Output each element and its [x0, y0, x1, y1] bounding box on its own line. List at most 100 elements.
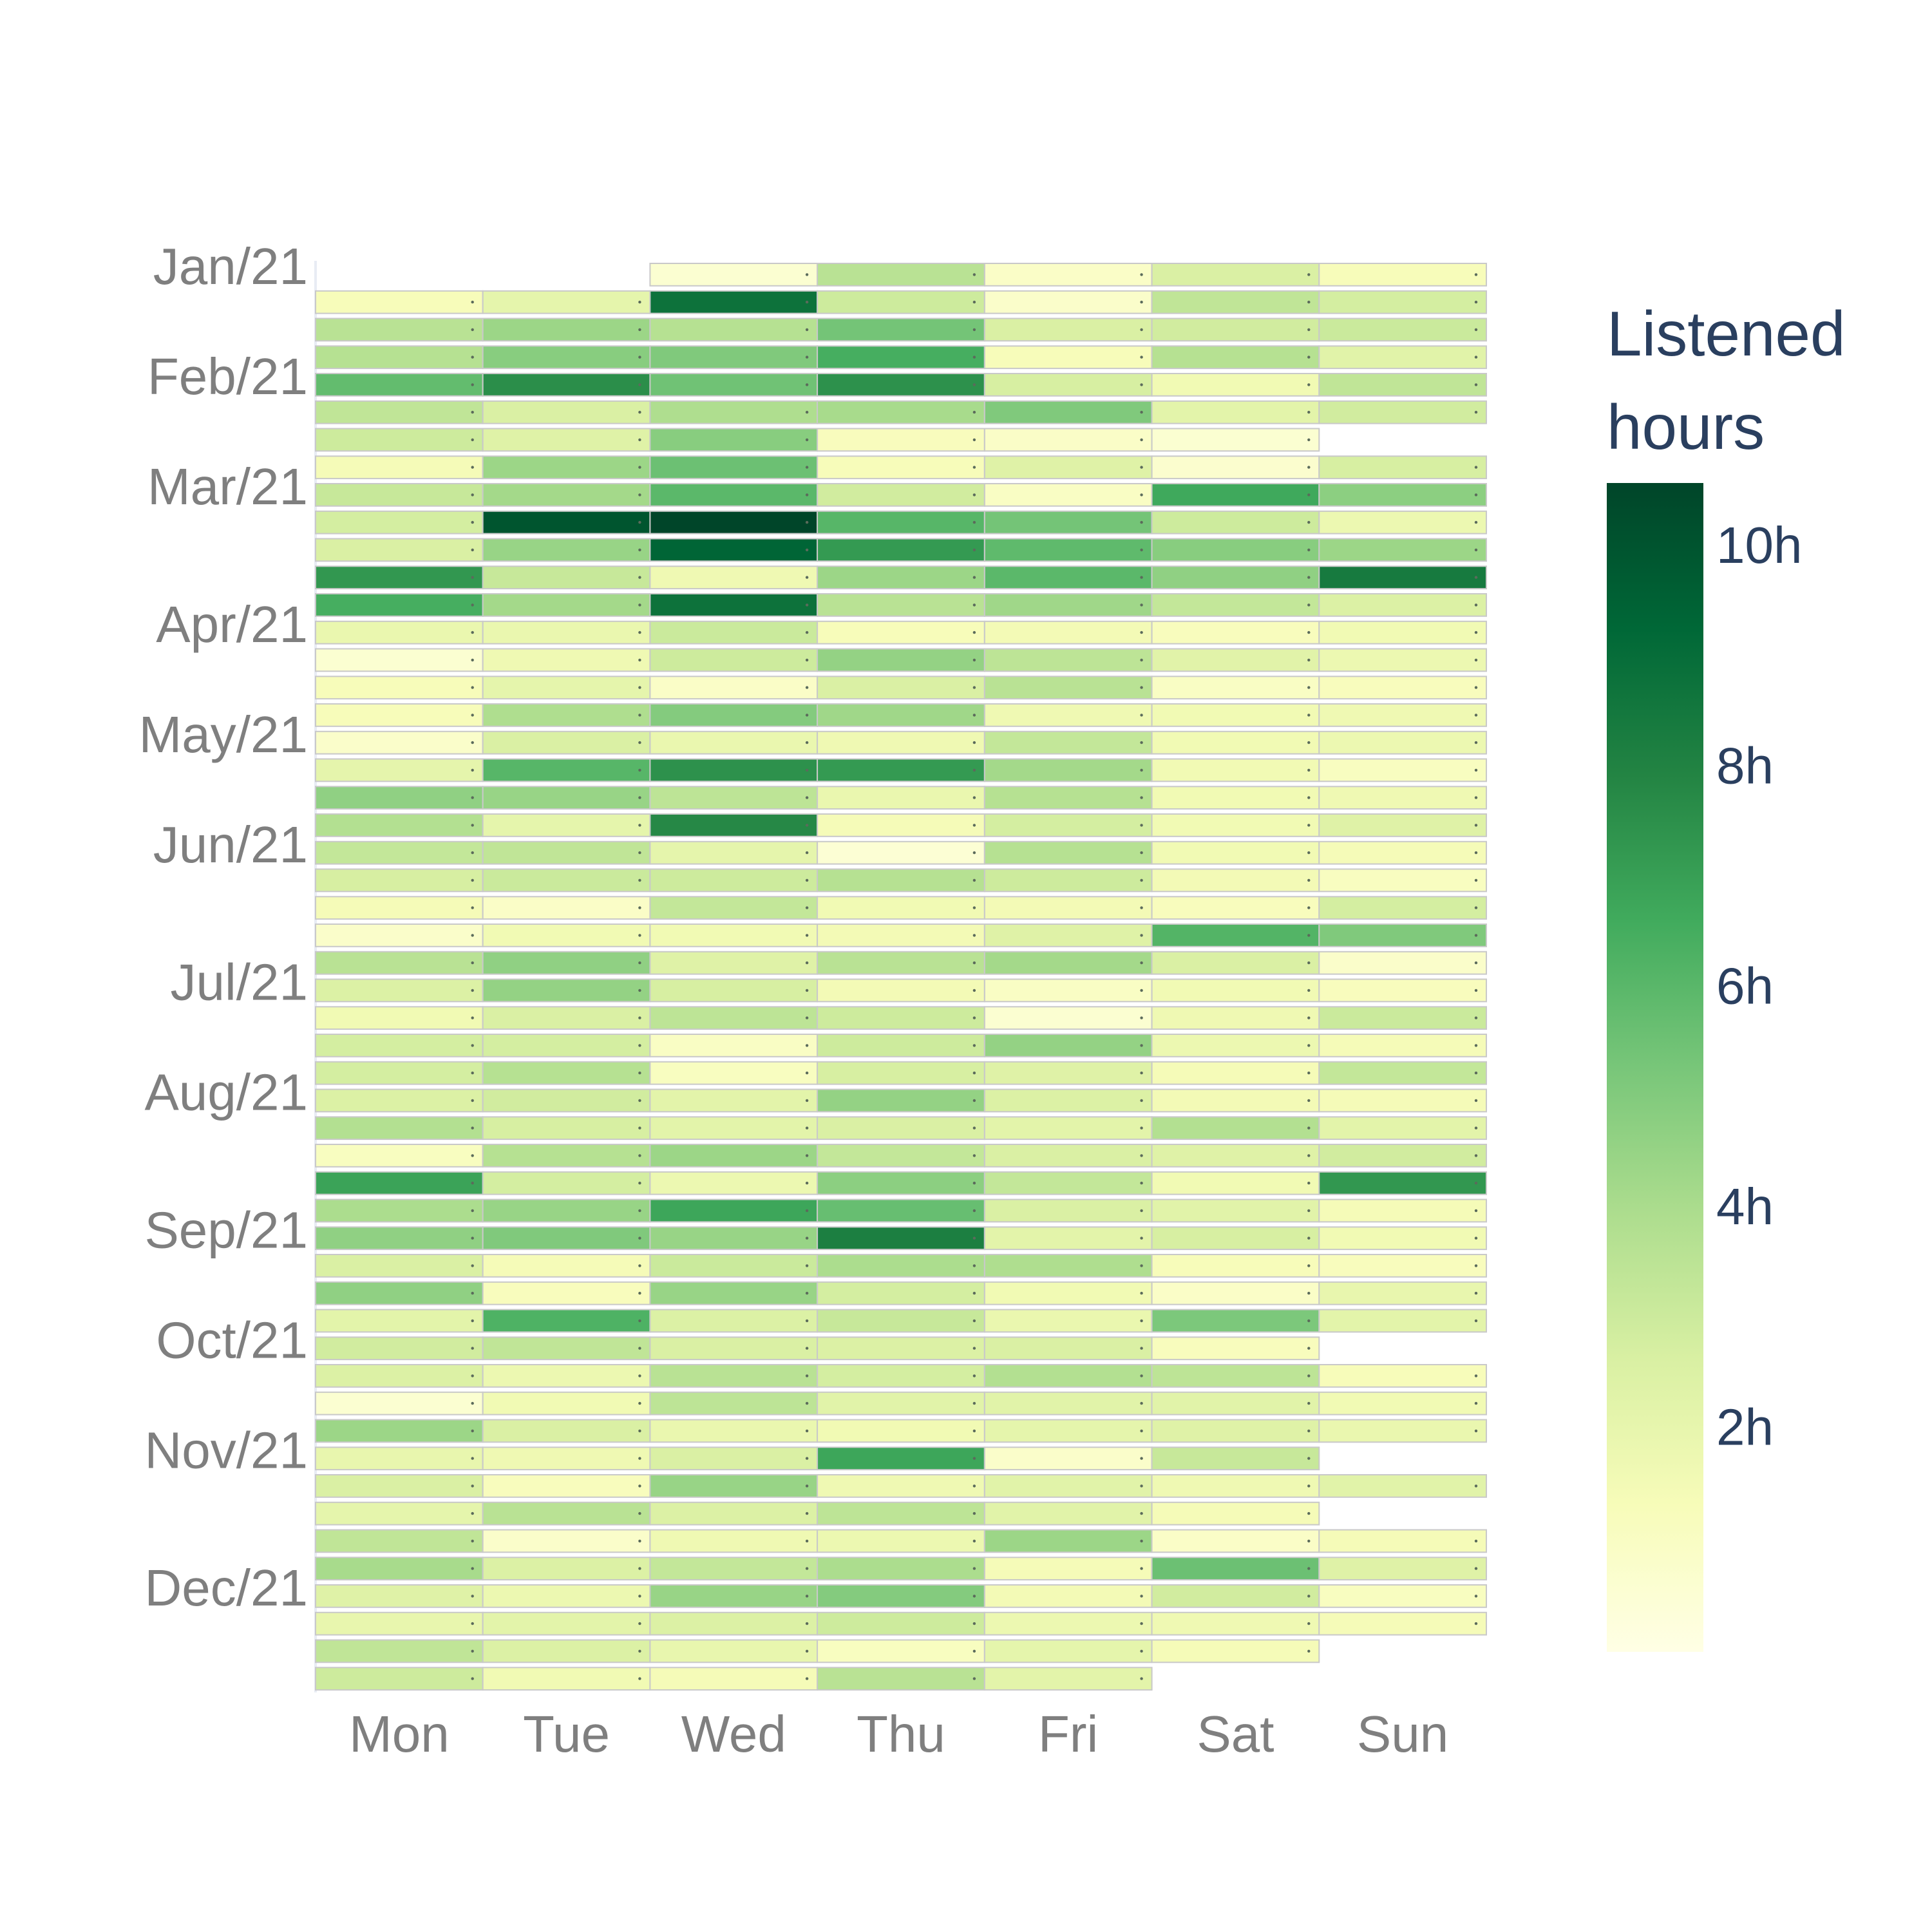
cell-marker	[1140, 1429, 1143, 1433]
heatmap-cell	[649, 317, 819, 342]
heatmap-cell	[482, 317, 651, 342]
cell-marker	[1474, 300, 1478, 304]
heatmap-cell	[315, 1611, 484, 1636]
cell-marker	[1140, 1209, 1143, 1213]
heatmap-cell	[1151, 813, 1320, 837]
cell-marker	[805, 1016, 809, 1019]
cell-marker	[1140, 520, 1143, 524]
cell-marker	[1474, 1236, 1478, 1240]
heatmap-cell	[315, 896, 484, 920]
cell-marker	[1474, 1374, 1478, 1378]
colorbar-tick-label: 4h	[1716, 1178, 1774, 1235]
heatmap-cell	[983, 428, 1153, 452]
y-tick-label: Apr/21	[156, 596, 308, 653]
cell-marker	[471, 1236, 474, 1240]
heatmap-cell	[1318, 896, 1488, 920]
heatmap-cell	[817, 840, 985, 865]
heatmap-cell	[1151, 1584, 1320, 1608]
cell-marker	[638, 714, 641, 717]
x-tick-label: Sat	[1197, 1705, 1274, 1763]
cell-marker	[1140, 355, 1143, 359]
cell-marker	[1307, 603, 1311, 607]
cell-marker	[972, 1319, 976, 1323]
heatmap-cell	[315, 1474, 484, 1498]
cell-marker	[471, 1511, 474, 1515]
cell-marker	[1474, 1016, 1478, 1019]
cell-marker	[1140, 1016, 1143, 1019]
cell-marker	[1140, 300, 1143, 304]
heatmap-cell	[817, 1611, 985, 1636]
cell-marker	[805, 961, 809, 965]
cell-marker	[805, 273, 809, 276]
heatmap-cell	[983, 1006, 1153, 1030]
cell-marker	[1307, 1567, 1311, 1570]
y-tick-label: Jun/21	[153, 816, 308, 873]
heatmap-cell	[983, 868, 1153, 893]
cell-marker	[805, 1374, 809, 1378]
cell-marker	[1474, 878, 1478, 882]
heatmap-cell	[315, 840, 484, 865]
heatmap-cell	[983, 951, 1153, 975]
y-tick-label: Nov/21	[145, 1421, 308, 1479]
x-tick-label: Mon	[349, 1705, 450, 1763]
cell-marker	[1307, 1154, 1311, 1157]
heatmap-cell	[315, 758, 484, 782]
heatmap-cell	[482, 510, 651, 535]
heatmap-cells	[315, 263, 1488, 1691]
cell-marker	[638, 1347, 641, 1350]
y-tick-label: Sep/21	[144, 1201, 308, 1258]
cell-marker	[471, 630, 474, 634]
heatmap-cell	[983, 455, 1153, 480]
heatmap-cell	[983, 1391, 1153, 1416]
cell-marker	[972, 686, 976, 689]
heatmap-cell	[315, 1226, 484, 1251]
cell-marker	[1140, 1567, 1143, 1570]
cell-marker	[972, 1154, 976, 1157]
heatmap-cell	[817, 1061, 985, 1085]
cell-marker	[638, 1319, 641, 1323]
heatmap-cell	[649, 428, 819, 452]
heatmap-cell	[482, 896, 651, 920]
heatmap-cell	[482, 1584, 651, 1608]
cell-marker	[805, 1429, 809, 1433]
cell-marker	[471, 1347, 474, 1350]
heatmap-cell	[1151, 1034, 1320, 1057]
heatmap-cell	[482, 1171, 651, 1195]
heatmap-cell	[649, 1171, 819, 1195]
heatmap-cell	[983, 345, 1153, 370]
cell-marker	[638, 1622, 641, 1625]
heatmap-cell	[983, 758, 1153, 782]
cell-marker	[1140, 1099, 1143, 1103]
heatmap-cell	[983, 923, 1153, 947]
heatmap-cell	[1318, 538, 1488, 562]
cell-marker	[1307, 1044, 1311, 1047]
cell-marker	[1140, 1291, 1143, 1295]
cell-marker	[1140, 1071, 1143, 1075]
cell-marker	[1140, 768, 1143, 772]
y-tick-label: May/21	[139, 706, 308, 763]
heatmap-cell	[649, 1364, 819, 1388]
heatmap-cell	[983, 1254, 1153, 1278]
heatmap-cell	[1151, 1474, 1320, 1498]
heatmap-cell	[1318, 730, 1488, 755]
heatmap-cell	[983, 978, 1153, 1003]
cell-marker	[972, 741, 976, 744]
cell-marker	[1140, 1154, 1143, 1157]
cell-marker	[805, 658, 809, 662]
heatmap-cell	[482, 1226, 651, 1251]
heatmap-cell	[817, 1364, 985, 1388]
heatmap-cell	[817, 978, 985, 1003]
heatmap-cell	[817, 1639, 985, 1663]
heatmap-cell	[983, 1611, 1153, 1636]
heatmap-cell	[983, 1364, 1153, 1388]
cell-marker	[972, 1347, 976, 1350]
cell-marker	[1474, 466, 1478, 469]
heatmap-cell	[482, 840, 651, 865]
heatmap-cell	[1151, 1611, 1320, 1636]
cell-marker	[638, 1457, 641, 1460]
heatmap-cell	[649, 1116, 819, 1141]
heatmap-cell	[983, 290, 1153, 314]
heatmap-cell	[482, 758, 651, 782]
heatmap-cell	[1151, 400, 1320, 424]
cell-marker	[1474, 355, 1478, 359]
